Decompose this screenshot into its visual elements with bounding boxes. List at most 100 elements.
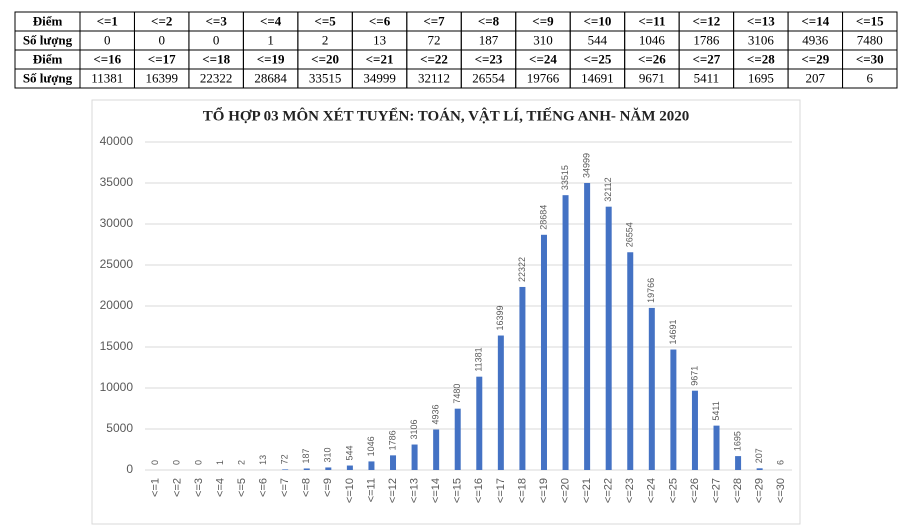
x-tick-label: <=11 xyxy=(365,478,377,502)
bar xyxy=(454,408,461,470)
data-label: 544 xyxy=(344,446,354,461)
score-cell: <=13 xyxy=(747,13,775,28)
bar xyxy=(627,252,634,470)
x-tick-label: <=30 xyxy=(775,478,787,503)
score-cell: <=30 xyxy=(856,51,884,66)
y-tick-label: 10000 xyxy=(100,380,134,394)
count-cell: 1 xyxy=(267,32,274,47)
score-cell: <=1 xyxy=(97,13,118,28)
x-tick-label: <=3 xyxy=(193,478,205,497)
data-label: 32112 xyxy=(603,177,613,201)
score-cell: <=3 xyxy=(206,13,228,28)
bar xyxy=(390,455,397,470)
x-tick-label: <=18 xyxy=(516,478,528,503)
y-tick-label: 0 xyxy=(126,462,133,476)
score-cell: <=27 xyxy=(692,51,720,66)
table-cell xyxy=(842,68,898,89)
data-label: 4936 xyxy=(431,404,441,424)
y-tick-label: 15000 xyxy=(100,339,134,353)
x-tick-label: <=9 xyxy=(322,478,334,497)
bar xyxy=(368,461,375,470)
bar xyxy=(325,467,332,470)
y-tick-label: 25000 xyxy=(100,257,134,271)
chart-title: TỔ HỢP 03 MÔN XÉT TUYỂN: TOÁN, VẬT LÍ, T… xyxy=(203,106,689,124)
x-tick-label: <=21 xyxy=(581,478,593,503)
bar xyxy=(691,390,698,470)
count-cell: 19766 xyxy=(527,70,560,85)
data-label: 187 xyxy=(301,448,311,463)
bar xyxy=(713,425,720,470)
score-cell: <=10 xyxy=(584,13,612,28)
data-label: 19766 xyxy=(646,278,656,303)
count-cell: 14691 xyxy=(581,70,614,85)
data-label: 0 xyxy=(150,460,160,465)
score-cell: <=25 xyxy=(584,51,612,66)
row-header: Số lượng xyxy=(23,70,73,85)
data-label: 28684 xyxy=(538,205,548,230)
bar xyxy=(605,206,612,471)
bar xyxy=(282,469,289,470)
count-cell: 310 xyxy=(533,32,553,47)
x-tick-label: <=13 xyxy=(408,478,420,503)
score-cell: <=12 xyxy=(692,13,720,28)
data-label: 14691 xyxy=(668,320,678,345)
score-cell: <=16 xyxy=(93,51,121,66)
score-cell: <=22 xyxy=(420,51,448,66)
count-cell: 3106 xyxy=(748,32,775,47)
bar xyxy=(584,183,591,471)
data-label: 207 xyxy=(754,448,764,463)
count-cell: 72 xyxy=(428,32,441,47)
y-tick-label: 20000 xyxy=(100,298,134,312)
x-tick-label: <=26 xyxy=(689,478,701,503)
data-label: 310 xyxy=(323,447,333,462)
score-cell: <=4 xyxy=(260,13,282,28)
bar xyxy=(346,465,353,470)
x-tick-label: <=5 xyxy=(236,478,248,497)
x-tick-label: <=29 xyxy=(754,478,766,503)
row-header: Điểm xyxy=(33,51,63,66)
count-cell: 207 xyxy=(806,70,826,85)
count-cell: 1046 xyxy=(639,32,666,47)
bar xyxy=(411,444,418,470)
count-cell: 28684 xyxy=(254,70,287,85)
x-tick-label: <=14 xyxy=(430,478,442,503)
count-cell: 187 xyxy=(479,32,499,47)
count-cell: 0 xyxy=(213,32,220,47)
x-tick-label: <=4 xyxy=(214,478,226,497)
data-label: 2 xyxy=(236,460,246,465)
score-cell: <=9 xyxy=(532,13,554,28)
x-tick-label: <=10 xyxy=(344,478,356,503)
count-cell: 6 xyxy=(867,70,874,85)
count-cell: 33515 xyxy=(309,70,342,85)
count-cell: 4936 xyxy=(802,32,829,47)
score-cell: <=17 xyxy=(148,51,176,66)
x-tick-label: <=19 xyxy=(538,478,550,503)
x-tick-label: <=20 xyxy=(559,478,571,503)
data-label: 1786 xyxy=(387,430,397,450)
score-cell: <=29 xyxy=(801,51,829,66)
x-tick-label: <=12 xyxy=(387,478,399,503)
x-tick-label: <=6 xyxy=(258,478,270,497)
x-tick-label: <=25 xyxy=(667,478,679,503)
row-header: Điểm xyxy=(33,13,63,28)
score-cell: <=6 xyxy=(369,13,391,28)
row-header: Số lượng xyxy=(23,32,73,47)
score-cell: <=19 xyxy=(257,51,285,66)
data-label: 6 xyxy=(776,460,786,465)
data-label: 72 xyxy=(280,454,290,464)
x-tick-label: <=15 xyxy=(452,478,464,503)
score-cell: <=8 xyxy=(478,13,500,28)
count-cell: 5411 xyxy=(694,70,720,85)
count-cell: 22322 xyxy=(200,70,233,85)
bar xyxy=(648,307,655,470)
bar xyxy=(519,286,526,470)
count-cell: 26554 xyxy=(472,70,505,85)
score-cell: <=24 xyxy=(529,51,557,66)
y-tick-label: 40000 xyxy=(100,134,134,148)
count-cell: 7480 xyxy=(857,32,883,47)
bar xyxy=(670,349,677,470)
bar xyxy=(562,195,569,470)
bar xyxy=(735,456,742,470)
chart: TỔ HỢP 03 MÔN XÉT TUYỂN: TOÁN, VẬT LÍ, T… xyxy=(100,106,792,503)
data-label: 26554 xyxy=(625,222,635,247)
